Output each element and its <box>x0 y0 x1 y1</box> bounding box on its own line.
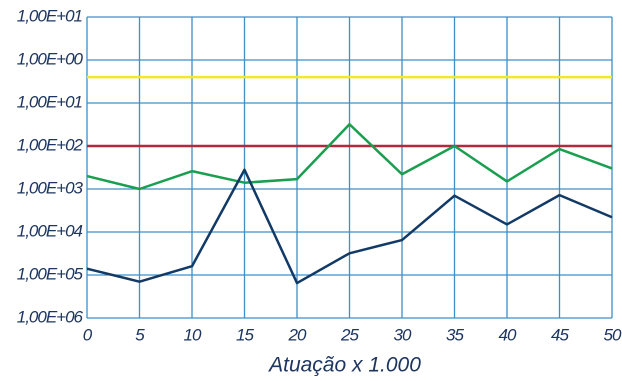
y-tick-label: 1,00E+03 <box>17 178 84 197</box>
x-tick-label: 0 <box>83 325 93 344</box>
x-tick-label: 25 <box>340 325 359 344</box>
y-tick-label: 1,00E+05 <box>17 264 84 283</box>
y-tick-label: 1,00E+01 <box>17 6 83 25</box>
x-tick-label: 40 <box>499 325 517 344</box>
x-tick-label: 15 <box>236 325 254 344</box>
x-tick-label: 45 <box>551 325 569 344</box>
y-tick-label: 1,00E+06 <box>17 307 84 326</box>
x-axis-label: Atuação x 1.000 <box>267 354 421 377</box>
x-tick-label: 20 <box>288 325 307 344</box>
x-tick-label: 50 <box>604 325 622 344</box>
y-tick-label: 1,00E+04 <box>17 221 83 240</box>
y-tick-label: 1,00E+00 <box>17 49 84 68</box>
x-tick-label: 30 <box>394 325 412 344</box>
x-tick-label: 5 <box>135 325 145 344</box>
x-tick-label: 35 <box>446 325 464 344</box>
x-tick-label: 10 <box>184 325 202 344</box>
y-tick-label: 1,00E+01 <box>17 92 83 111</box>
series-line <box>86 123 613 191</box>
series-line <box>86 168 613 285</box>
y-tick-label: 1,00E+02 <box>17 135 84 154</box>
